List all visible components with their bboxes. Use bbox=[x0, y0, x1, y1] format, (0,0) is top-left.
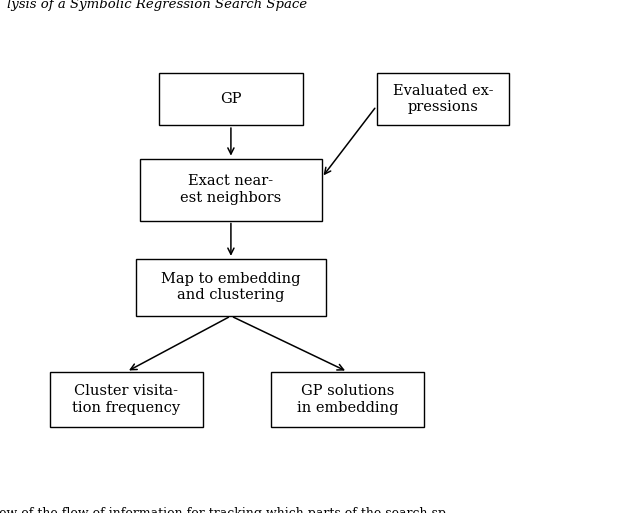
Text: lysis of a Symbolic Regression Search Space: lysis of a Symbolic Regression Search Sp… bbox=[6, 0, 307, 11]
FancyBboxPatch shape bbox=[140, 159, 321, 221]
FancyBboxPatch shape bbox=[50, 372, 204, 427]
Text: Map to embedding
and clustering: Map to embedding and clustering bbox=[161, 272, 301, 303]
FancyBboxPatch shape bbox=[377, 73, 509, 125]
Text: Exact near-
est neighbors: Exact near- est neighbors bbox=[180, 174, 282, 205]
Text: rview of the flow of information for tracking which parts of the search sp: rview of the flow of information for tra… bbox=[0, 507, 446, 513]
FancyBboxPatch shape bbox=[159, 73, 303, 125]
FancyBboxPatch shape bbox=[271, 372, 424, 427]
Text: Evaluated ex-
pressions: Evaluated ex- pressions bbox=[392, 84, 493, 114]
FancyBboxPatch shape bbox=[136, 259, 326, 316]
Text: Cluster visita-
tion frequency: Cluster visita- tion frequency bbox=[72, 384, 180, 415]
Text: GP solutions
in embedding: GP solutions in embedding bbox=[297, 384, 398, 415]
Text: GP: GP bbox=[220, 92, 242, 106]
